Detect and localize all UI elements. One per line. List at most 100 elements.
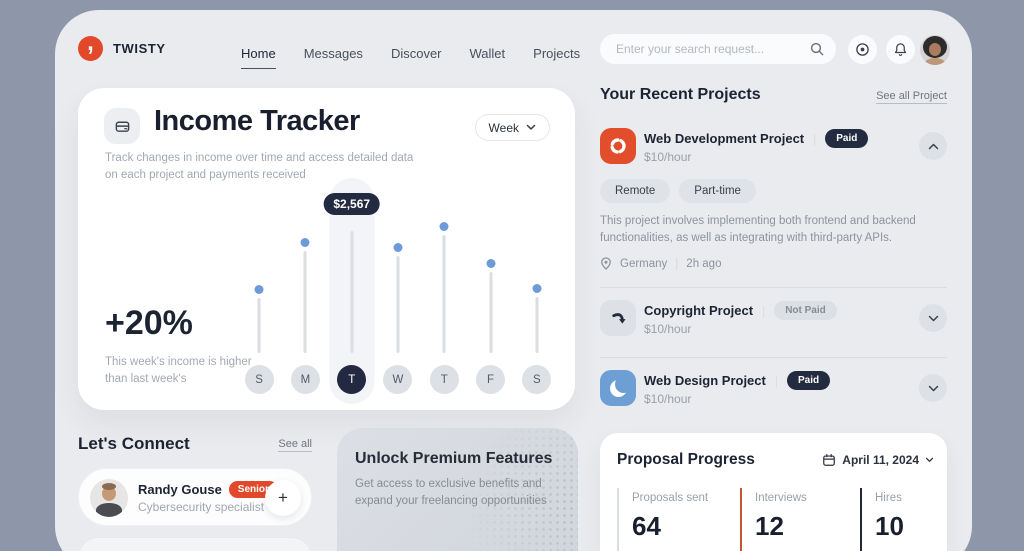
project-tags: Remote Part-time: [600, 179, 756, 203]
projects-see-all-link[interactable]: See all Project: [876, 90, 947, 104]
divider: [600, 287, 947, 288]
person-avatar: [90, 479, 128, 517]
income-tracker-card: Income Tracker Week Track changes in inc…: [78, 88, 575, 410]
chart-column-M-1: M: [282, 192, 328, 394]
chart-day-T-2[interactable]: T: [337, 365, 367, 394]
settings-button[interactable]: [848, 35, 877, 64]
chart-line: [535, 297, 539, 353]
connect-card-partial[interactable]: [78, 537, 312, 551]
stat-label: Hires: [875, 492, 902, 504]
divider: |: [813, 131, 817, 146]
date-value: April 11, 2024: [842, 453, 919, 467]
connect-card[interactable]: Randy Gouse Senior Cybersecurity special…: [78, 468, 312, 526]
chart-day-M-1[interactable]: M: [290, 365, 320, 394]
brand-name: TWISTY: [113, 41, 166, 56]
brand-logo: , TWISTY: [78, 30, 166, 61]
stat-value: 64: [632, 511, 661, 541]
collapse-project-button[interactable]: [919, 132, 947, 160]
project-row-web-development[interactable]: Web Development Project | Paid $10/hour: [600, 128, 947, 168]
income-chart: S M $2,567 T W T F S: [236, 178, 560, 404]
income-delta-caption: This week's income is higher than last w…: [105, 356, 252, 385]
chart-dot: [486, 259, 496, 268]
calendar-icon: [823, 453, 836, 466]
project-row-copyright[interactable]: Copyright Project | Not Paid $10/hour: [600, 300, 947, 340]
tag-part-time[interactable]: Part-time: [679, 179, 756, 203]
chart-column-T-4: T: [421, 192, 467, 394]
chart-dot: [254, 285, 264, 294]
curved-down-arrow-icon: [600, 300, 636, 336]
chevron-down-icon: [928, 385, 938, 391]
search-bar[interactable]: [600, 34, 836, 64]
stat-label: Proposals sent: [632, 492, 709, 504]
chart-day-T-4[interactable]: T: [429, 365, 459, 394]
date-select[interactable]: April 11, 2024: [822, 453, 934, 467]
chart-day-F-5[interactable]: F: [476, 365, 506, 394]
connect-title: Let's Connect: [78, 434, 190, 453]
proposal-stats: Proposals sent 64 Interviews 12 Hires 10: [617, 488, 950, 551]
chart-dot: [532, 284, 542, 293]
chart-line: [303, 251, 307, 353]
period-value: Week: [488, 120, 519, 135]
main-nav: Home Messages Discover Wallet Projects: [241, 46, 580, 69]
project-rate: $10/hour: [644, 392, 692, 406]
expand-project-button[interactable]: [919, 304, 947, 332]
nav-link-messages[interactable]: Messages: [303, 46, 363, 61]
chart-dot: [393, 243, 403, 252]
project-rate: $10/hour: [644, 150, 692, 164]
plus-icon: +: [278, 488, 288, 507]
premium-card[interactable]: Unlock Premium Features Get access to ex…: [337, 428, 578, 551]
crescent-icon: [600, 370, 636, 406]
chart-line: [257, 298, 261, 353]
add-connection-button[interactable]: +: [265, 480, 301, 516]
chart-line: [442, 235, 446, 353]
income-delta: +20%: [105, 304, 193, 342]
stat-value: 10: [875, 511, 904, 541]
chart-day-S-6[interactable]: S: [522, 365, 552, 394]
project-location: Germany: [620, 257, 668, 270]
connect-see-all-link[interactable]: See all: [278, 438, 312, 452]
tag-remote[interactable]: Remote: [600, 179, 671, 203]
location-pin-icon: [601, 257, 611, 270]
income-tracker-subtitle: Track changes in income over time and ac…: [105, 152, 414, 181]
nav-link-discover[interactable]: Discover: [390, 46, 442, 61]
divider: |: [762, 303, 766, 318]
expand-project-button[interactable]: [919, 374, 947, 402]
divider: |: [774, 373, 778, 388]
avatar-body: [925, 58, 945, 65]
stat-proposals-sent: Proposals sent 64: [617, 488, 722, 551]
chevron-up-icon: [928, 143, 938, 149]
project-meta: Germany | 2h ago: [600, 257, 721, 270]
project-time-ago: 2h ago: [686, 257, 722, 270]
search-input[interactable]: [616, 42, 810, 56]
not-paid-badge: Not Paid: [774, 301, 837, 320]
search-icon[interactable]: [810, 42, 824, 56]
divider: |: [675, 257, 679, 270]
chart-day-S-0[interactable]: S: [244, 365, 274, 394]
user-avatar[interactable]: [920, 35, 950, 65]
chart-column-W-3: W: [375, 192, 421, 394]
nav-link-home[interactable]: Home: [241, 46, 276, 69]
settings-icon: [856, 43, 869, 56]
stat-hires: Hires 10: [860, 488, 950, 551]
stat-interviews: Interviews 12: [740, 488, 842, 551]
halftone-pattern: [337, 428, 578, 551]
income-tracker-title: Income Tracker: [154, 105, 360, 137]
project-title: Web Development Project: [644, 131, 805, 146]
person-name: Randy Gouse: [138, 482, 222, 497]
recent-projects-title: Your Recent Projects: [600, 86, 761, 103]
paid-badge: Paid: [786, 371, 831, 390]
chevron-down-icon: [928, 315, 938, 321]
notifications-button[interactable]: [886, 35, 915, 64]
chart-line: [396, 256, 400, 353]
person-name-row: Randy Gouse Senior: [138, 481, 278, 498]
nav-link-projects[interactable]: Projects: [533, 46, 581, 61]
project-row-web-design[interactable]: Web Design Project | Paid $10/hour: [600, 370, 947, 410]
person-role: Cybersecurity specialist: [138, 500, 265, 514]
paid-badge: Paid: [825, 129, 869, 148]
stat-value: 12: [755, 511, 784, 541]
chart-column-S-6: S: [514, 192, 560, 394]
period-select[interactable]: Week: [474, 114, 550, 141]
avatar-face: [929, 43, 941, 56]
nav-link-wallet[interactable]: Wallet: [469, 46, 506, 61]
chart-day-W-3[interactable]: W: [383, 365, 413, 394]
